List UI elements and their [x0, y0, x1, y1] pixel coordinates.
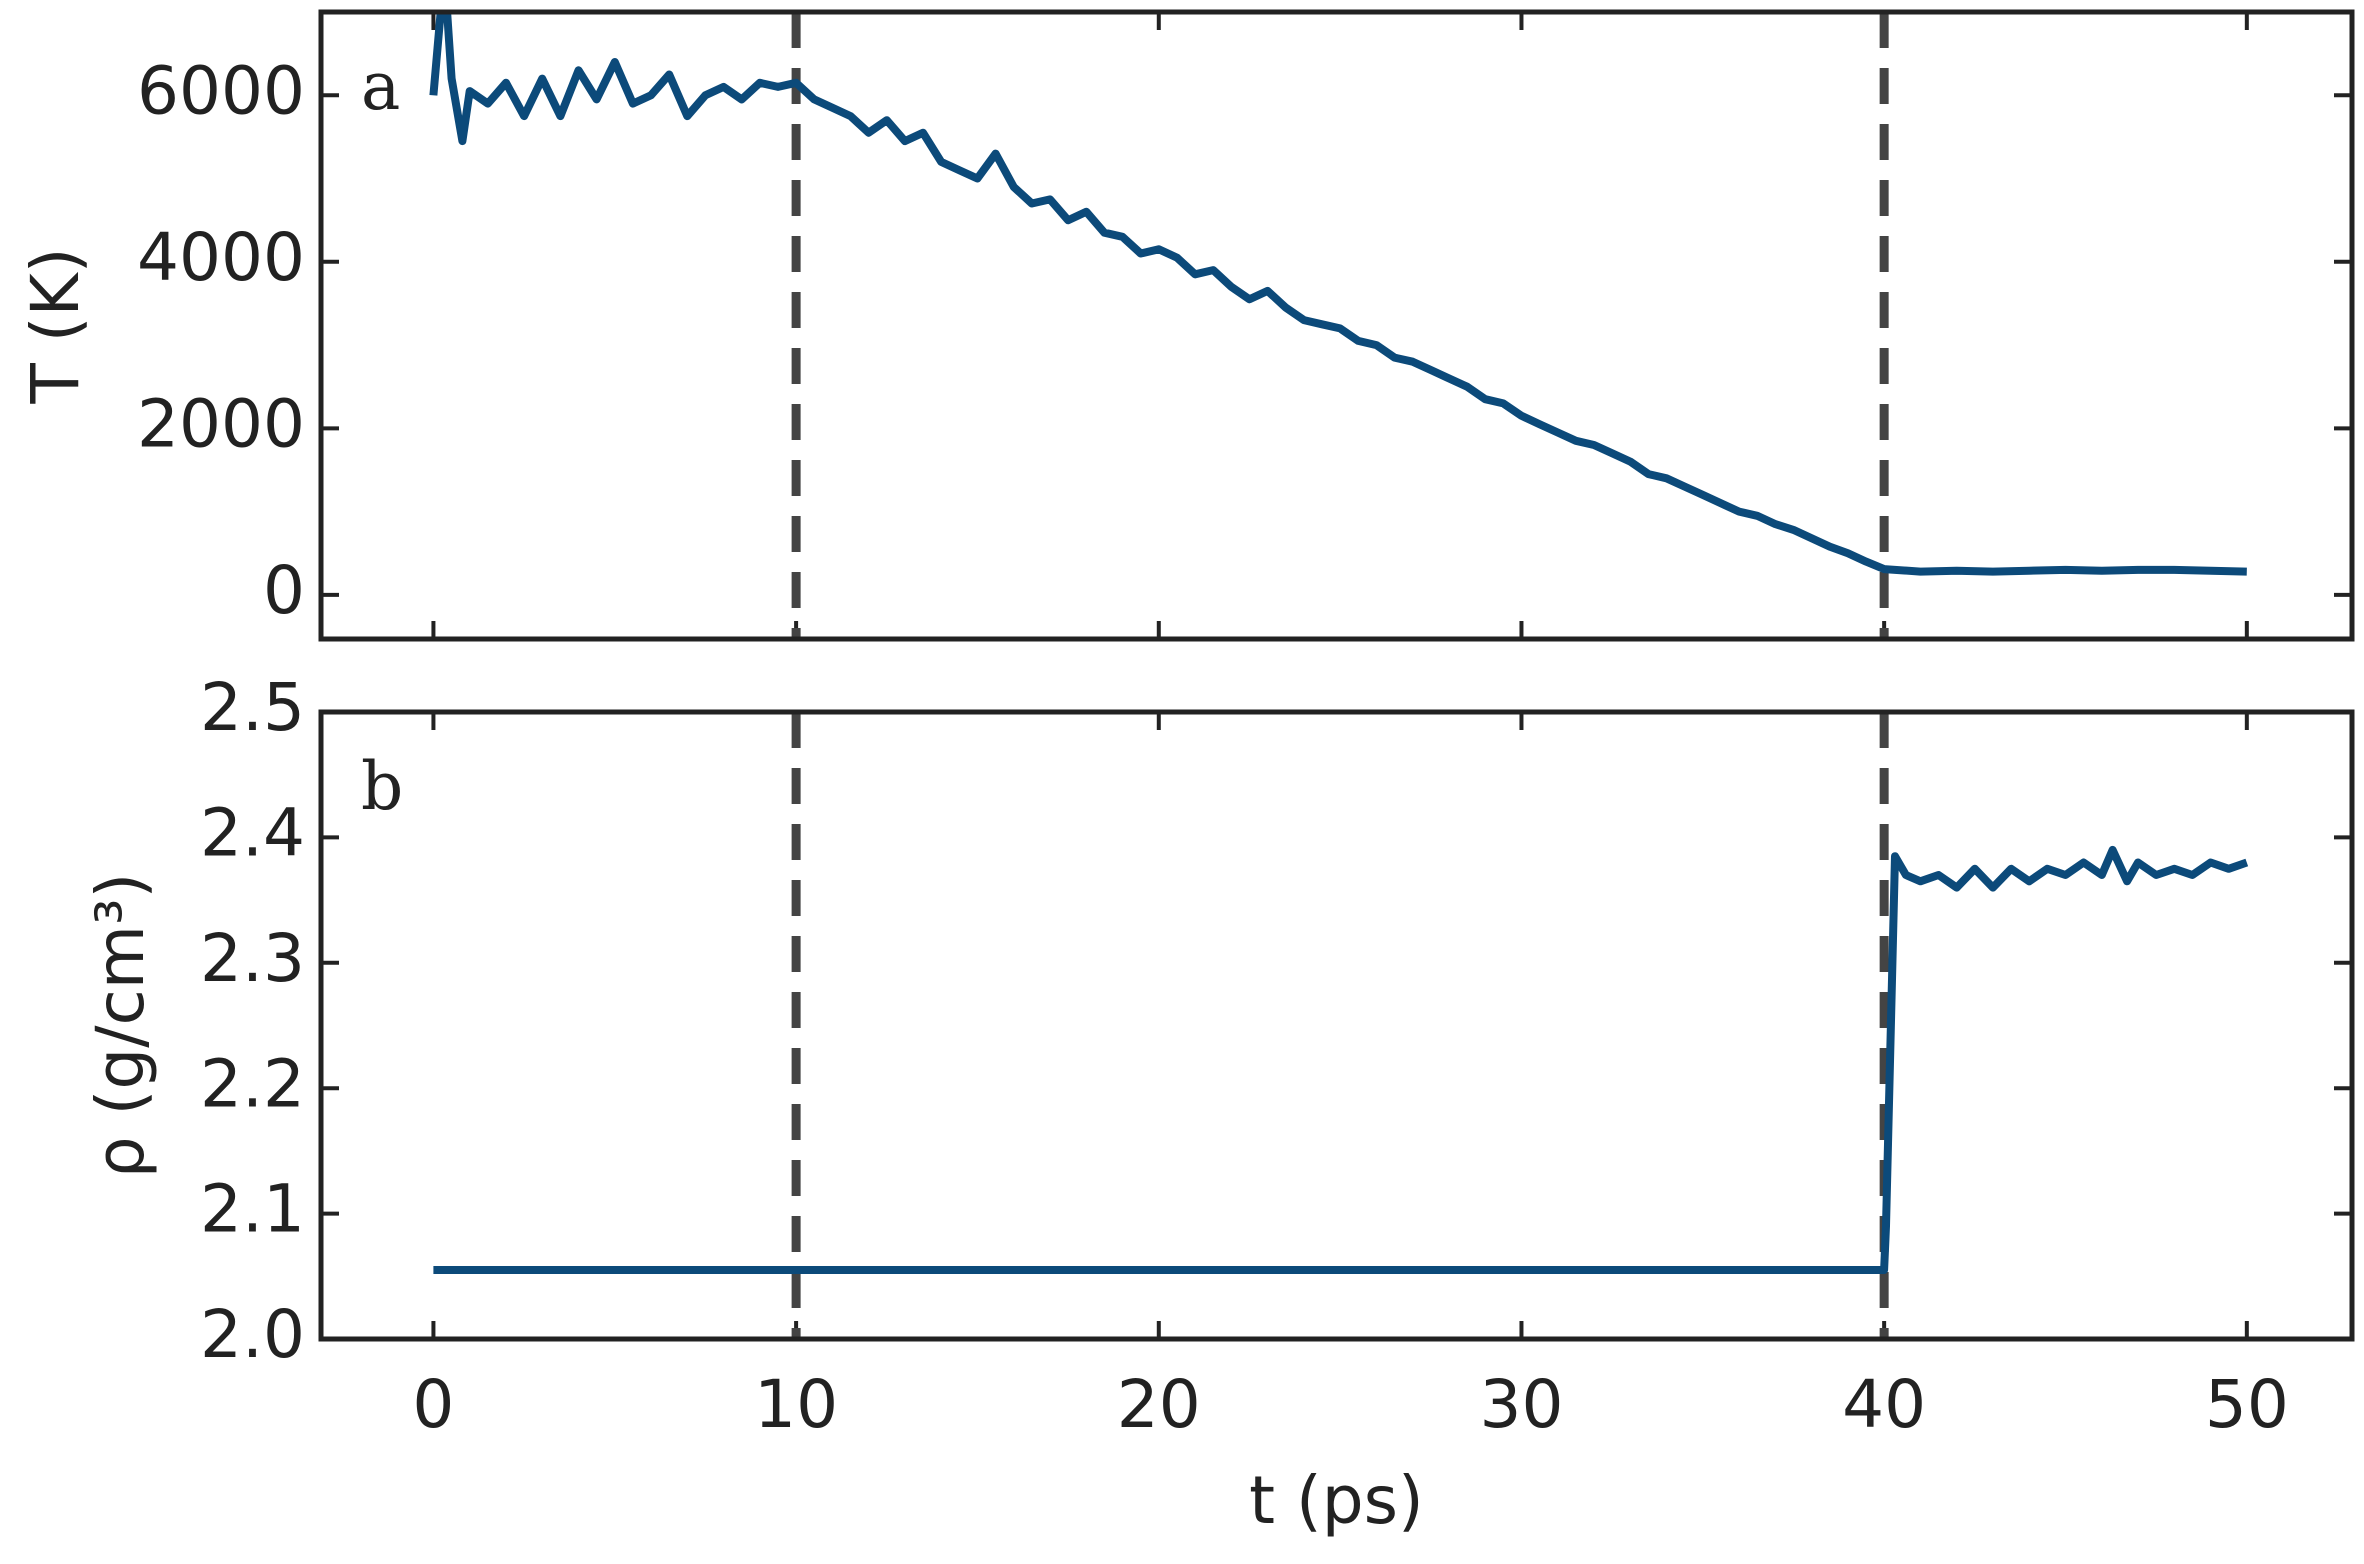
x-tick-label: 30: [1479, 1366, 1563, 1443]
y-axis-label: ρ (g/cm³): [82, 873, 159, 1179]
y-tick-label: 6000: [137, 52, 305, 129]
data-line: [433, 845, 2249, 1274]
x-tick-label: 40: [1842, 1366, 1926, 1443]
panel-label: b: [361, 748, 403, 825]
axes-frame: [318, 709, 2355, 1342]
axes-frame: [318, 9, 2355, 642]
x-tick-label: 20: [1117, 1366, 1201, 1443]
y-axis-label: T (K): [17, 247, 94, 404]
data-line: [429, 12, 2247, 576]
x-axis-label: t (ps): [1249, 1462, 1424, 1539]
y-tick-label: 2.4: [200, 794, 305, 871]
y-tick-label: 2.5: [200, 669, 305, 746]
y-tick-label: 2000: [137, 385, 305, 462]
y-tick-label: 2.1: [200, 1171, 305, 1248]
y-tick-label: 2.2: [200, 1045, 305, 1122]
panel-label: a: [361, 48, 400, 125]
x-tick-label: 10: [754, 1366, 838, 1443]
y-tick-label: 2.0: [200, 1296, 305, 1373]
plot-area: [429, 12, 2247, 576]
y-tick-label: 4000: [137, 219, 305, 296]
plot-area: [433, 845, 2249, 1274]
x-tick-label: 0: [412, 1366, 454, 1443]
x-tick-label: 50: [2205, 1366, 2289, 1443]
y-tick-label: 0: [263, 552, 305, 629]
y-tick-label: 2.3: [200, 920, 305, 997]
